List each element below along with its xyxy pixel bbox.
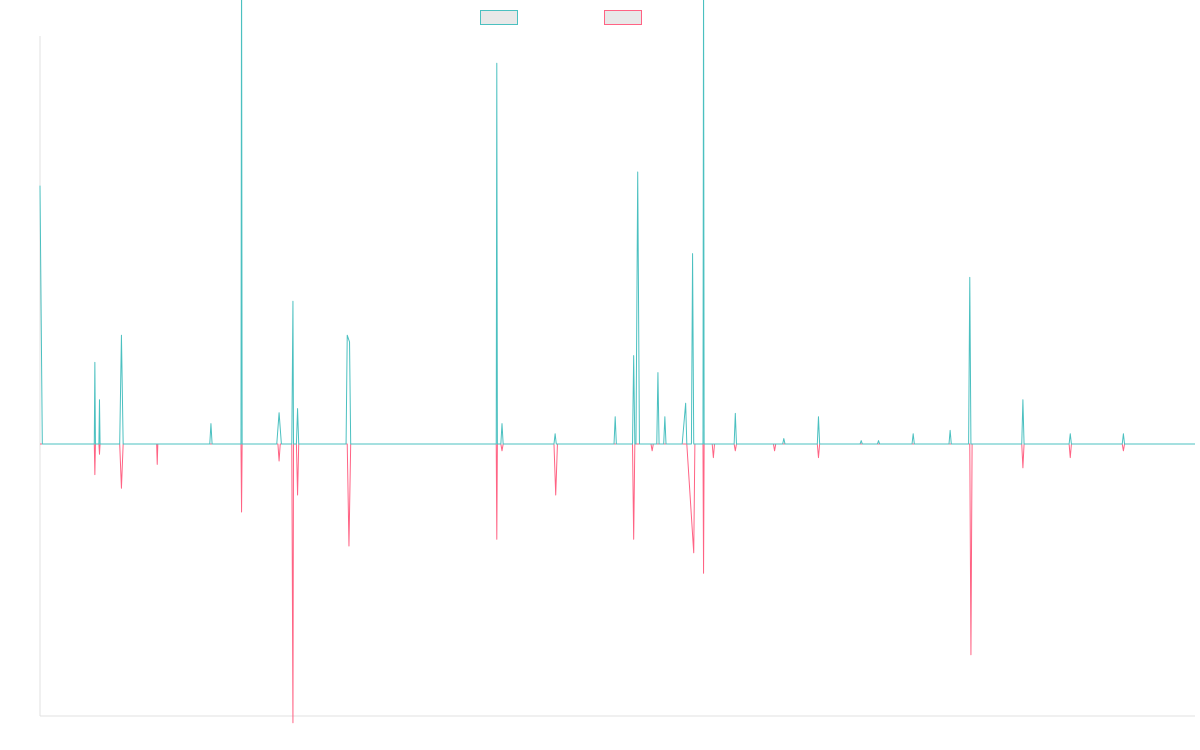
legend-swatch-series-a[interactable]	[480, 10, 518, 25]
legend-swatch-series-b[interactable]	[604, 10, 642, 25]
series-line-b[interactable]	[40, 443, 1195, 724]
series-line-a[interactable]	[39, 0, 1195, 445]
